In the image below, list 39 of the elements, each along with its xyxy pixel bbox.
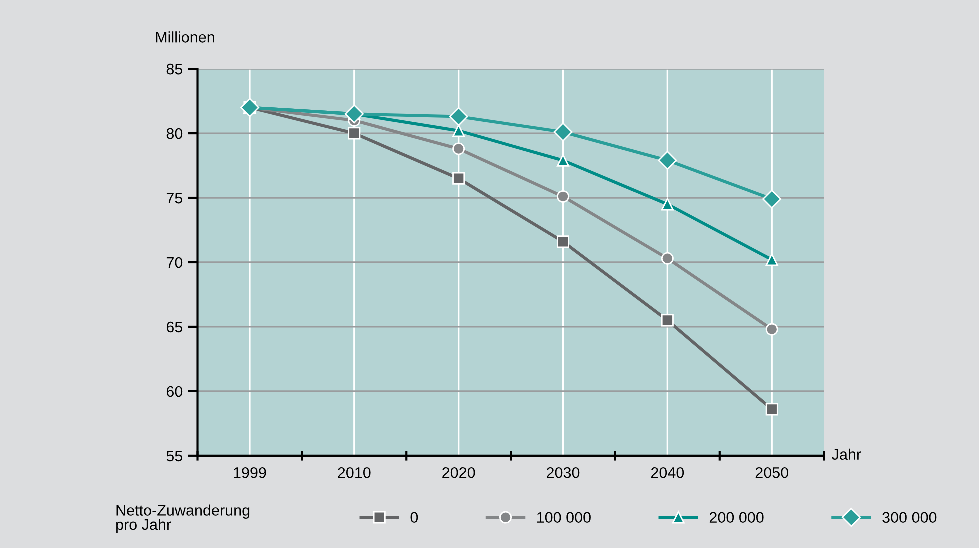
point — [762, 190, 782, 209]
point — [557, 190, 570, 203]
point — [766, 403, 778, 416]
point — [452, 124, 466, 138]
point — [449, 107, 468, 126]
y-tick-label: 65 — [166, 322, 183, 333]
point — [344, 104, 364, 124]
point — [557, 236, 570, 248]
point — [348, 127, 361, 140]
x-tick-label: 1999 — [234, 467, 266, 478]
legend-title: Netto-Zuwanderung pro Jahr — [116, 504, 250, 534]
legend-label: 300 000 — [882, 512, 937, 524]
y-axis-title: Millionen — [156, 32, 214, 43]
legend-label: 0 — [410, 512, 418, 524]
point — [554, 122, 573, 142]
point — [766, 323, 778, 336]
y-tick-label: 70 — [166, 257, 183, 268]
y-tick-label: 75 — [166, 193, 183, 204]
x-axis-title: Jahr — [832, 448, 862, 460]
point — [658, 151, 678, 170]
point — [766, 254, 778, 266]
y-tick-label: 80 — [166, 128, 183, 140]
y-tick-label: 60 — [166, 386, 183, 398]
y-tick-label: 55 — [166, 450, 183, 462]
x-tick-label: 2030 — [547, 467, 580, 478]
point — [557, 154, 570, 167]
x-tick-label: 2020 — [442, 467, 476, 478]
point — [452, 172, 466, 185]
x-tick-label: 2010 — [338, 467, 371, 478]
point — [452, 142, 466, 156]
point — [661, 252, 674, 265]
legend-label: 100 000 — [537, 512, 591, 524]
point — [661, 198, 674, 211]
legend-label: 200 000 — [710, 512, 764, 524]
x-tick-label: 2050 — [756, 467, 788, 478]
point — [240, 98, 260, 118]
y-tick-label: 85 — [166, 64, 183, 75]
point — [661, 314, 674, 327]
x-tick-label: 2040 — [651, 467, 684, 478]
